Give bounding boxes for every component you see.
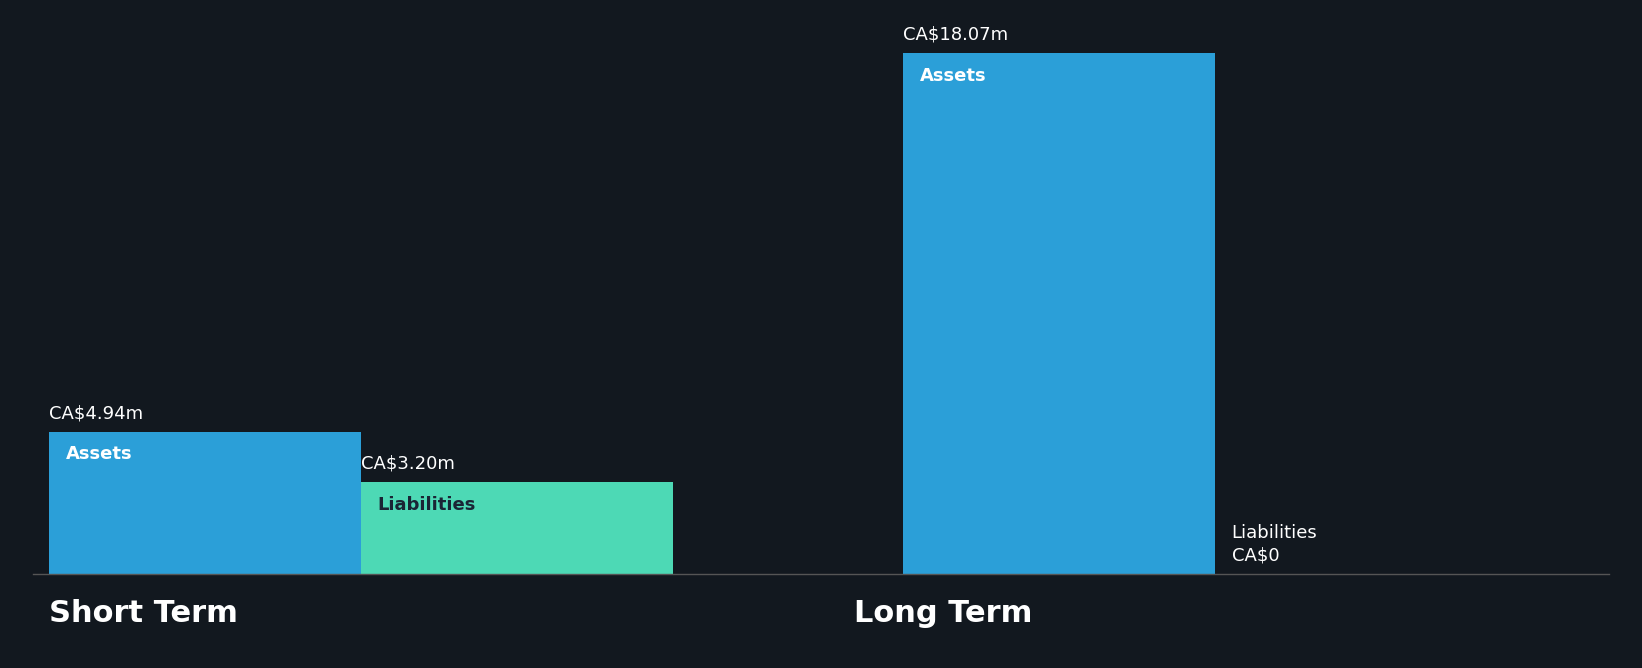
Text: CA$4.94m: CA$4.94m (49, 404, 143, 422)
Text: CA$3.20m: CA$3.20m (361, 454, 455, 472)
FancyBboxPatch shape (49, 432, 361, 574)
Text: Liabilities: Liabilities (1232, 524, 1317, 542)
Text: Short Term: Short Term (49, 599, 238, 628)
FancyBboxPatch shape (361, 482, 673, 574)
Text: Assets: Assets (66, 446, 133, 464)
Text: Assets: Assets (920, 67, 987, 85)
Text: Liabilities: Liabilities (378, 496, 476, 514)
Text: CA$18.07m: CA$18.07m (903, 25, 1008, 43)
FancyBboxPatch shape (903, 53, 1215, 574)
Text: Long Term: Long Term (854, 599, 1033, 628)
Text: CA$0: CA$0 (1232, 546, 1279, 564)
